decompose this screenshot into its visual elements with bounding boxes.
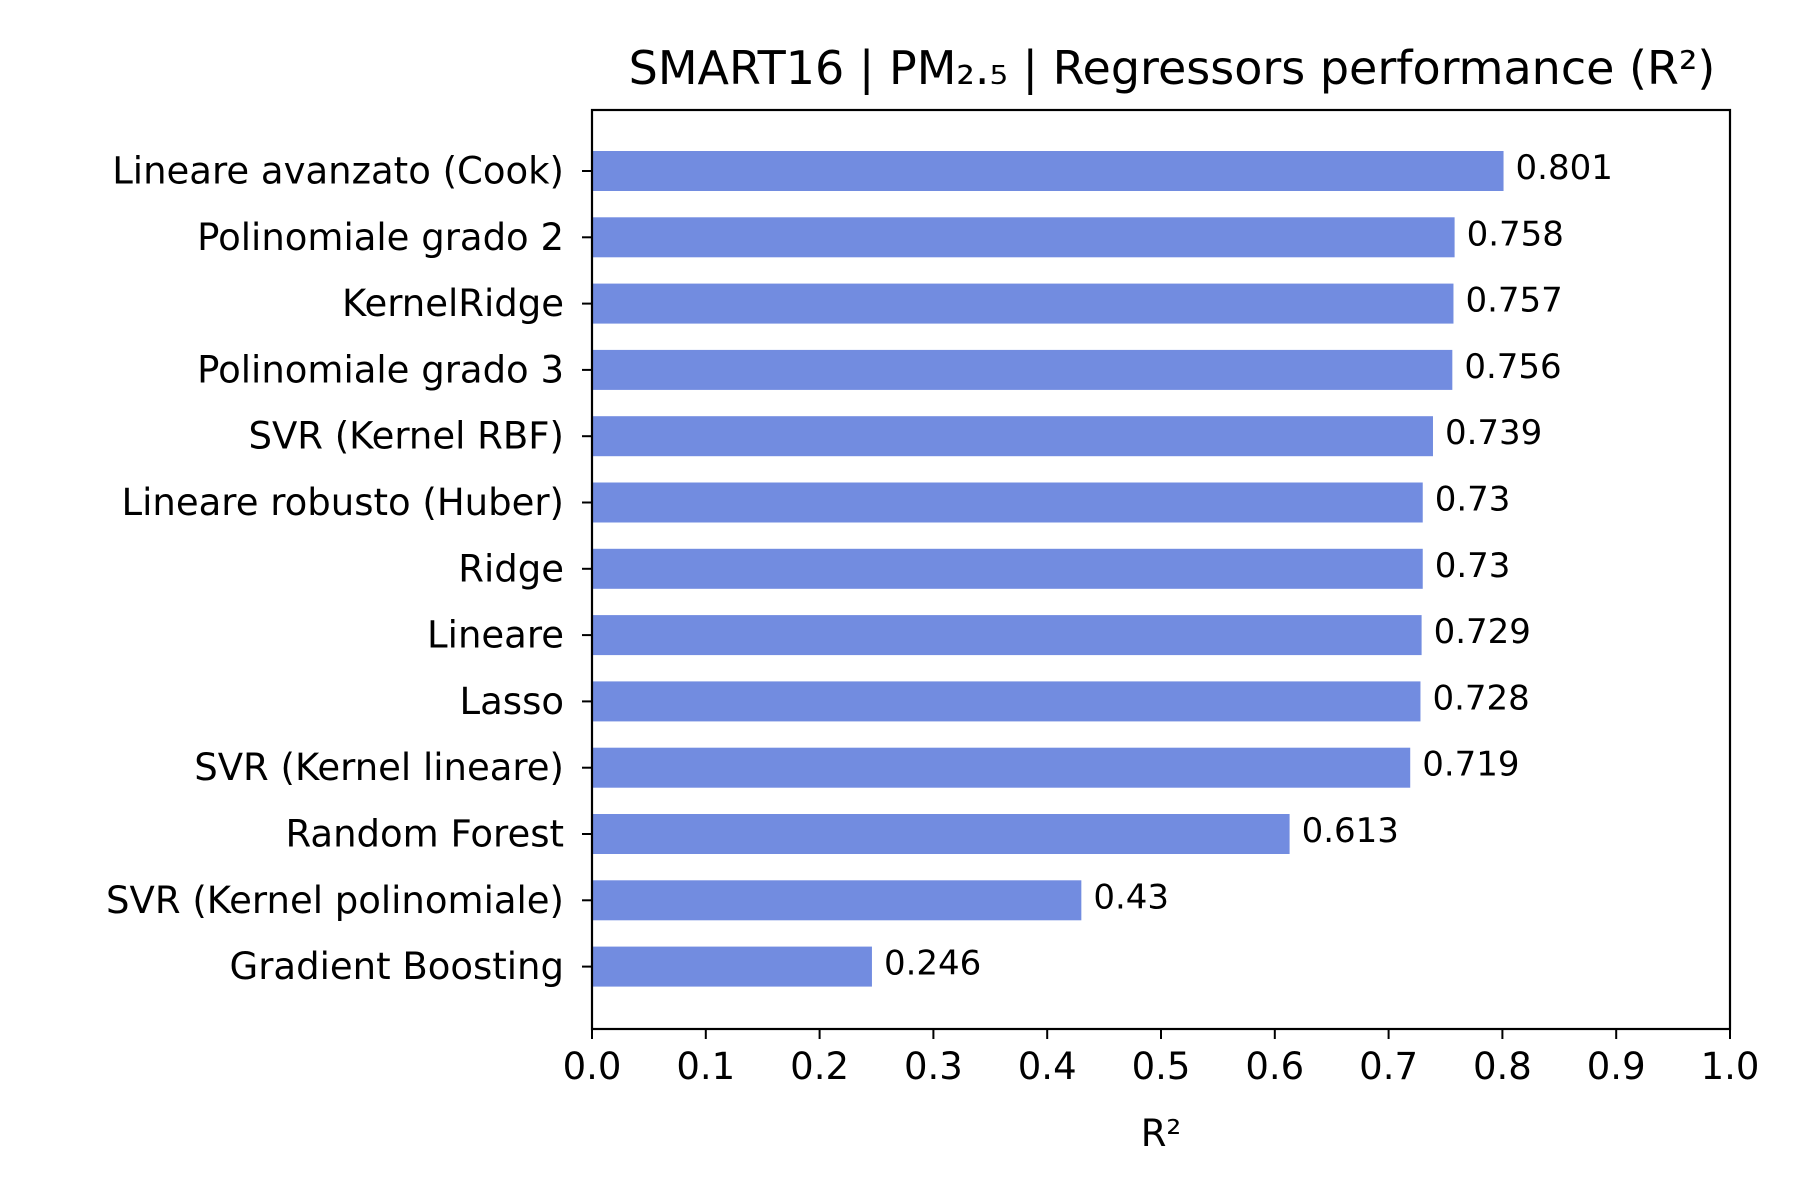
x-tick-label: 0.5 [1132,1045,1191,1088]
data-label: 0.757 [1465,281,1562,321]
x-tick-label: 0.3 [904,1045,963,1088]
bar-random-forest [592,814,1290,854]
data-label: 0.719 [1422,745,1519,785]
bar-lasso [592,681,1421,722]
y-tick-label: Polinomiale grado 3 [197,348,564,391]
x-tick-label: 1.0 [1701,1045,1760,1088]
y-tick-label: Ridge [458,547,564,590]
x-tick-label: 0.9 [1587,1045,1646,1088]
y-tick-label: Lineare [427,614,564,657]
bar-svr-kernel-lineare [592,747,1411,788]
data-label: 0.729 [1434,612,1531,652]
y-tick-label: SVR (Kernel polinomiale) [106,879,564,922]
bar-svr-kernel-rbf [592,416,1433,457]
bar-ridge [592,548,1423,589]
chart-title: SMART16 | PM₂.₅ | Regressors performance… [629,41,1716,96]
plot-frame [590,108,1732,1031]
y-tick-label: Random Forest [286,813,565,856]
x-tick-label: 0.7 [1359,1045,1418,1088]
y-tick-label: Gradient Boosting [230,945,564,988]
y-tick-label: Polinomiale grado 2 [197,216,564,259]
bar-gradient-boosting [592,946,872,987]
data-label: 0.73 [1435,480,1511,520]
y-tick-label: SVR (Kernel RBF) [248,415,564,458]
x-tick-label: 0.8 [1473,1045,1532,1088]
data-label: 0.613 [1302,811,1399,851]
bar-lineare-avanzato-cook [592,151,1504,191]
y-tick-label: Lineare robusto (Huber) [122,481,564,524]
y-axis-ticks: Lineare avanzato (Cook) Polinomiale grado… [106,150,592,988]
data-labels: 0.801 0.758 0.757 0.756 0.739 0.73 0.73 0.729 0.… [884,148,1613,984]
x-tick-label: 0.2 [790,1045,849,1088]
data-label: 0.728 [1432,678,1529,718]
y-tick-label: Lasso [460,680,564,723]
bar-polinomiale-grado-3 [592,349,1453,390]
bars-layer [592,151,1504,987]
data-label: 0.43 [1093,877,1169,917]
y-tick-label: SVR (Kernel lineare) [194,746,564,789]
x-axis-ticks: 0.0 0.1 0.2 0.3 0.4 0.5 0.6 0.7 0.8 0.9 1.0 [563,1029,1760,1088]
data-label: 0.801 [1516,148,1613,188]
x-tick-label: 0.6 [1245,1045,1304,1088]
x-axis-label: R² [1141,1112,1182,1155]
data-label: 0.756 [1464,347,1561,387]
x-tick-label: 0.0 [563,1045,622,1088]
bar-kernelridge [592,283,1454,324]
y-tick-label: Lineare avanzato (Cook) [112,150,564,193]
data-label: 0.246 [884,944,981,984]
x-tick-label: 0.4 [1018,1045,1077,1088]
x-tick-label: 0.1 [676,1045,735,1088]
bar-lineare [592,615,1422,656]
data-label: 0.739 [1445,413,1542,453]
data-label: 0.758 [1467,214,1564,254]
y-tick-label: KernelRidge [342,282,564,325]
data-label: 0.73 [1435,546,1511,586]
bar-svr-kernel-polinomiale [592,880,1082,921]
bar-lineare-robusto-huber [592,482,1423,523]
bar-polinomiale-grado-2 [592,217,1455,258]
